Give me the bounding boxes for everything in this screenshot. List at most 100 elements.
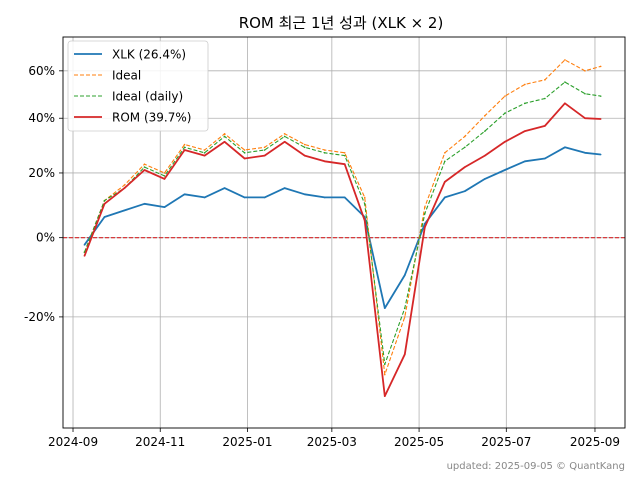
x-tick-label: 2024-11 <box>135 435 185 449</box>
data-point <box>599 153 602 156</box>
data-point <box>283 135 286 138</box>
data-point <box>243 149 246 151</box>
y-tick-label: 60% <box>28 64 55 78</box>
data-point <box>303 154 306 157</box>
data-point <box>163 206 166 208</box>
data-point <box>163 172 166 174</box>
series-line-1 <box>83 59 601 376</box>
x-tick-label: 2025-01 <box>222 435 272 449</box>
data-point <box>403 353 406 356</box>
data-point <box>203 196 206 199</box>
data-point <box>263 149 266 151</box>
data-point <box>599 95 602 97</box>
data-point <box>103 216 106 218</box>
data-point <box>243 152 246 154</box>
data-point <box>143 163 146 165</box>
data-point <box>599 65 602 68</box>
data-point <box>163 175 166 177</box>
data-point <box>203 154 206 157</box>
y-tick-label: 40% <box>28 111 55 125</box>
data-point <box>584 117 586 120</box>
data-point <box>283 132 286 135</box>
data-point <box>564 59 566 61</box>
data-point <box>123 187 126 189</box>
data-point <box>403 274 406 276</box>
y-tick-label: 0% <box>36 231 55 245</box>
data-point <box>423 212 426 215</box>
data-point <box>223 132 226 135</box>
data-point <box>464 166 466 168</box>
data-point <box>383 395 386 397</box>
data-point <box>403 316 406 318</box>
data-point <box>343 163 346 165</box>
data-point <box>183 146 186 149</box>
data-point <box>423 206 426 208</box>
data-point <box>283 187 286 189</box>
data-point <box>143 203 146 205</box>
data-point <box>303 143 306 146</box>
data-point <box>383 373 386 376</box>
footer-credit: updated: 2025-09-05 © QuantKang <box>447 461 625 472</box>
data-point <box>323 149 326 151</box>
data-point <box>599 118 602 120</box>
chart-title: ROM 최근 1년 성과 (XLK × 2) <box>239 14 444 32</box>
data-point <box>464 190 466 192</box>
data-point <box>444 196 446 199</box>
data-point <box>243 196 246 199</box>
data-point <box>504 169 506 171</box>
data-point <box>83 255 86 257</box>
data-point <box>524 130 526 132</box>
data-point <box>584 92 586 95</box>
data-point <box>263 154 266 157</box>
data-point <box>544 97 546 100</box>
data-point <box>223 135 226 138</box>
data-point <box>544 125 546 127</box>
axes: 2024-09 2024-11 2025-01 2025-03 2025-05 2025-… <box>24 64 620 449</box>
data-point <box>444 181 446 183</box>
data-point <box>183 193 186 196</box>
data-point <box>323 160 326 163</box>
data-point <box>323 152 326 154</box>
data-point <box>584 70 586 72</box>
data-point <box>143 166 146 168</box>
data-point <box>283 141 286 143</box>
data-point <box>484 114 486 117</box>
data-point <box>103 203 106 205</box>
data-point <box>504 112 506 114</box>
data-point <box>223 187 226 189</box>
series-group <box>83 59 602 398</box>
data-point <box>183 143 186 146</box>
y-tick-label: 20% <box>28 166 55 180</box>
data-point <box>504 95 506 97</box>
data-point <box>203 149 206 151</box>
data-point <box>504 141 506 143</box>
x-tick-label: 2025-05 <box>394 435 444 449</box>
data-point <box>183 149 186 151</box>
legend-box <box>67 40 209 132</box>
data-point <box>383 363 386 366</box>
data-point <box>464 146 466 149</box>
data-point <box>464 135 466 138</box>
data-point <box>444 152 446 154</box>
data-point <box>363 219 366 222</box>
data-point <box>564 81 566 83</box>
data-point <box>123 209 126 212</box>
data-point <box>363 196 366 199</box>
data-point <box>484 130 486 132</box>
data-point <box>263 146 266 149</box>
data-point <box>544 79 546 81</box>
data-point <box>564 146 566 149</box>
legend: XLK (26.4%) Ideal Ideal (daily) ROM (39.7%) <box>67 40 209 132</box>
data-point <box>544 157 546 160</box>
x-tick-label: 2025-03 <box>307 435 357 449</box>
legend-label: XLK (26.4%) <box>112 48 186 62</box>
plot-frame <box>62 36 626 429</box>
data-point <box>363 203 366 205</box>
data-point <box>223 141 226 143</box>
data-point <box>343 154 346 157</box>
data-point <box>263 196 266 199</box>
x-tick-label: 2025-07 <box>481 435 531 449</box>
legend-label: Ideal (daily) <box>112 90 183 104</box>
data-point <box>323 196 326 199</box>
